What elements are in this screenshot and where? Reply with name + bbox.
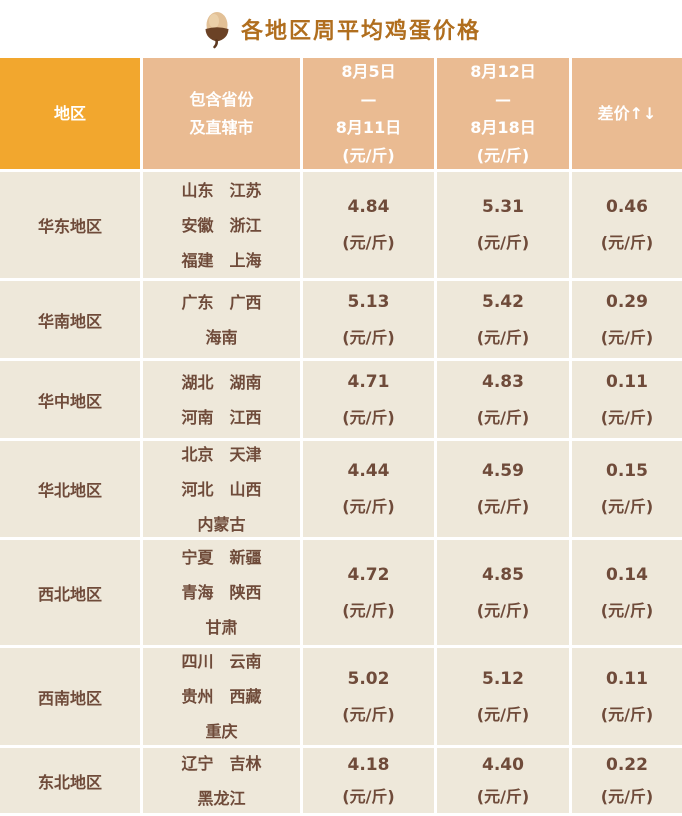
row-diff-price: 0.11 (元/斤) [572, 648, 682, 745]
price-unit: (元/斤) [476, 233, 530, 252]
price-unit: (元/斤) [476, 327, 530, 347]
price-unit: (元/斤) [600, 407, 654, 427]
row-region: 西南地区 [0, 648, 140, 745]
price-value: 5.13 [347, 291, 390, 312]
price-unit: (元/斤) [600, 233, 654, 252]
row-region: 华中地区 [0, 361, 140, 438]
price-unit: (元/斤) [600, 600, 654, 620]
price-unit: (元/斤) [476, 407, 530, 427]
header-week1: 8月5日 — 8月11日 (元/斤) [303, 58, 434, 169]
price-unit: (元/斤) [600, 497, 654, 516]
price-unit: (元/斤) [476, 704, 530, 724]
row-week2-price: 4.59 (元/斤) [437, 441, 569, 537]
price-unit: (元/斤) [600, 786, 654, 806]
row-week2-price: 5.31 (元/斤) [437, 172, 569, 278]
price-unit: (元/斤) [600, 327, 654, 347]
row-diff-price: 0.14 (元/斤) [572, 540, 682, 645]
header-week2: 8月12日 — 8月18日 (元/斤) [437, 58, 569, 169]
row-week2-price: 4.40 (元/斤) [437, 748, 569, 813]
row-week1-price: 4.84 (元/斤) [303, 172, 434, 278]
price-value: 4.85 [482, 564, 524, 585]
price-value: 0.11 [606, 668, 648, 689]
page-title: 各地区周平均鸡蛋价格 [0, 0, 682, 58]
row-provinces: 湖北 湖南 河南 江西 [143, 361, 300, 438]
price-value: 4.83 [482, 371, 524, 392]
price-value: 5.12 [482, 668, 524, 689]
row-week1-price: 4.72 (元/斤) [303, 540, 434, 645]
row-provinces: 山东 江苏 安徽 浙江 福建 上海 [143, 172, 300, 278]
row-region: 华东地区 [0, 172, 140, 278]
row-diff-price: 0.29 (元/斤) [572, 281, 682, 358]
price-unit: (元/斤) [476, 600, 530, 620]
row-diff-price: 0.11 (元/斤) [572, 361, 682, 438]
acorn-icon [201, 10, 233, 50]
row-region: 东北地区 [0, 748, 140, 813]
price-value: 5.42 [482, 291, 524, 312]
price-unit: (元/斤) [342, 497, 395, 516]
row-diff-price: 0.15 (元/斤) [572, 441, 682, 537]
price-value: 0.11 [606, 371, 648, 392]
egg-price-table: 地区 包含省份 及直辖市 8月5日 — 8月11日 (元/斤) 8月12日 — … [0, 58, 682, 816]
price-unit: (元/斤) [476, 497, 530, 516]
price-unit: (元/斤) [342, 600, 395, 620]
row-provinces: 宁夏 新疆 青海 陕西 甘肃 [143, 540, 300, 645]
row-provinces: 广东 广西 海南 [143, 281, 300, 358]
row-diff-price: 0.46 (元/斤) [572, 172, 682, 278]
price-value: 4.84 [347, 197, 390, 217]
price-value: 0.22 [606, 754, 648, 775]
header-region: 地区 [0, 58, 140, 169]
row-diff-price: 0.22 (元/斤) [572, 748, 682, 813]
price-unit: (元/斤) [342, 786, 395, 806]
row-week1-price: 4.44 (元/斤) [303, 441, 434, 537]
price-value: 0.46 [606, 197, 648, 217]
price-value: 4.40 [482, 754, 524, 775]
row-provinces: 北京 天津 河北 山西 内蒙古 [143, 441, 300, 537]
price-value: 4.72 [347, 564, 390, 585]
price-value: 4.71 [347, 371, 390, 392]
page-title-text: 各地区周平均鸡蛋价格 [240, 19, 481, 44]
price-value: 4.18 [347, 754, 390, 775]
price-unit: (元/斤) [342, 233, 395, 252]
price-value: 4.44 [347, 461, 390, 481]
row-region: 西北地区 [0, 540, 140, 645]
price-value: 0.14 [606, 564, 648, 585]
header-diff: 差价↑↓ [572, 58, 682, 169]
row-week2-price: 4.85 (元/斤) [437, 540, 569, 645]
row-week1-price: 4.71 (元/斤) [303, 361, 434, 438]
price-unit: (元/斤) [342, 704, 395, 724]
price-value: 4.59 [482, 461, 524, 481]
price-value: 0.29 [606, 291, 648, 312]
row-week2-price: 4.83 (元/斤) [437, 361, 569, 438]
row-week1-price: 5.13 (元/斤) [303, 281, 434, 358]
row-week2-price: 5.12 (元/斤) [437, 648, 569, 745]
price-value: 0.15 [606, 461, 648, 481]
row-region: 华南地区 [0, 281, 140, 358]
price-value: 5.31 [482, 197, 524, 217]
price-value: 5.02 [347, 668, 390, 689]
row-region: 华北地区 [0, 441, 140, 537]
row-provinces: 四川 云南 贵州 西藏 重庆 [143, 648, 300, 745]
price-unit: (元/斤) [476, 786, 530, 806]
row-week2-price: 5.42 (元/斤) [437, 281, 569, 358]
header-provinces: 包含省份 及直辖市 [143, 58, 300, 169]
row-week1-price: 4.18 (元/斤) [303, 748, 434, 813]
price-unit: (元/斤) [600, 704, 654, 724]
price-unit: (元/斤) [342, 407, 395, 427]
row-provinces: 辽宁 吉林 黑龙江 [143, 748, 300, 813]
row-week1-price: 5.02 (元/斤) [303, 648, 434, 745]
price-unit: (元/斤) [342, 327, 395, 347]
